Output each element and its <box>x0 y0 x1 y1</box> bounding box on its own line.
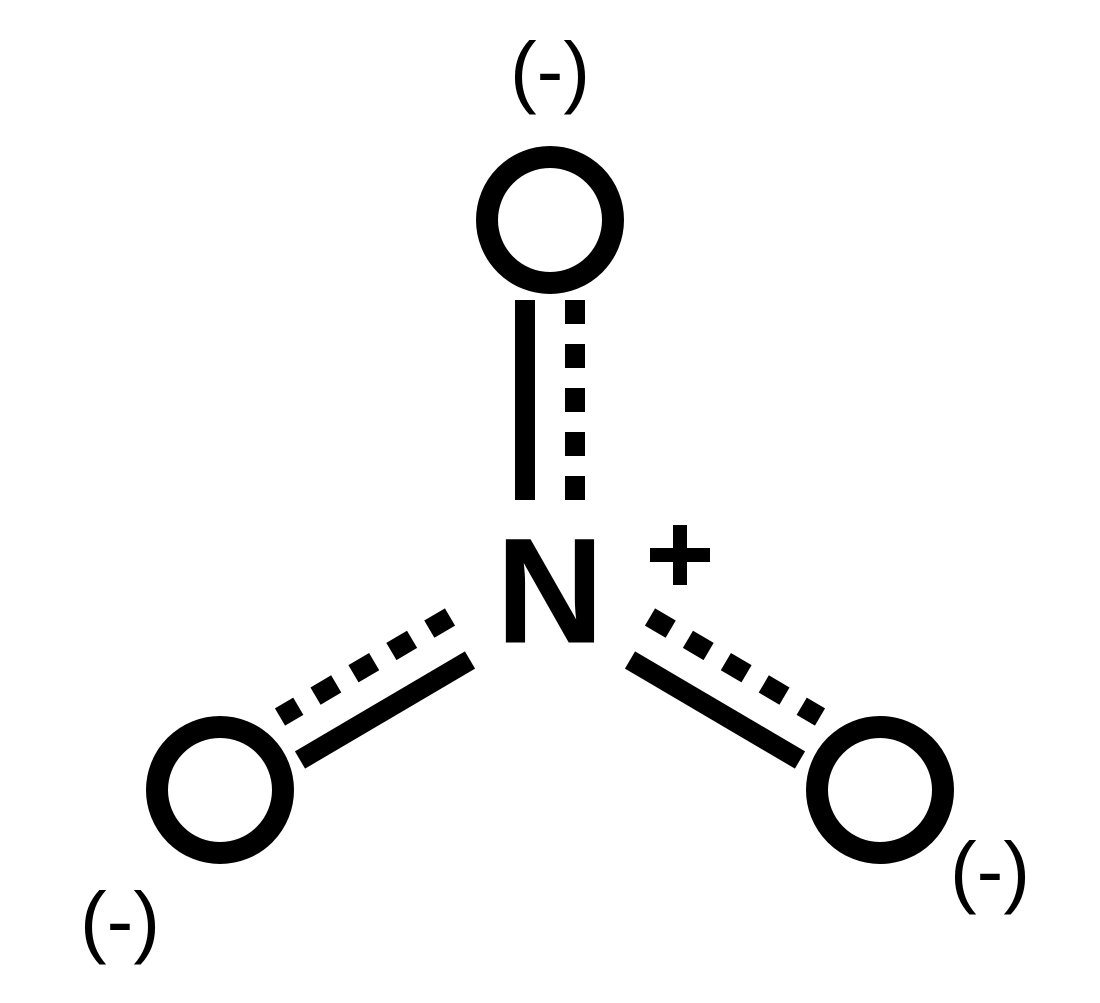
partial-charge-left: (-) <box>80 876 160 965</box>
partial-charge-right: (-) <box>950 826 1030 915</box>
partial-charge-top: (-) <box>510 26 590 115</box>
nitrate-resonance-diagram: N (-) (-) (-) <box>0 0 1100 1003</box>
atom-nitrogen: N <box>496 507 604 675</box>
